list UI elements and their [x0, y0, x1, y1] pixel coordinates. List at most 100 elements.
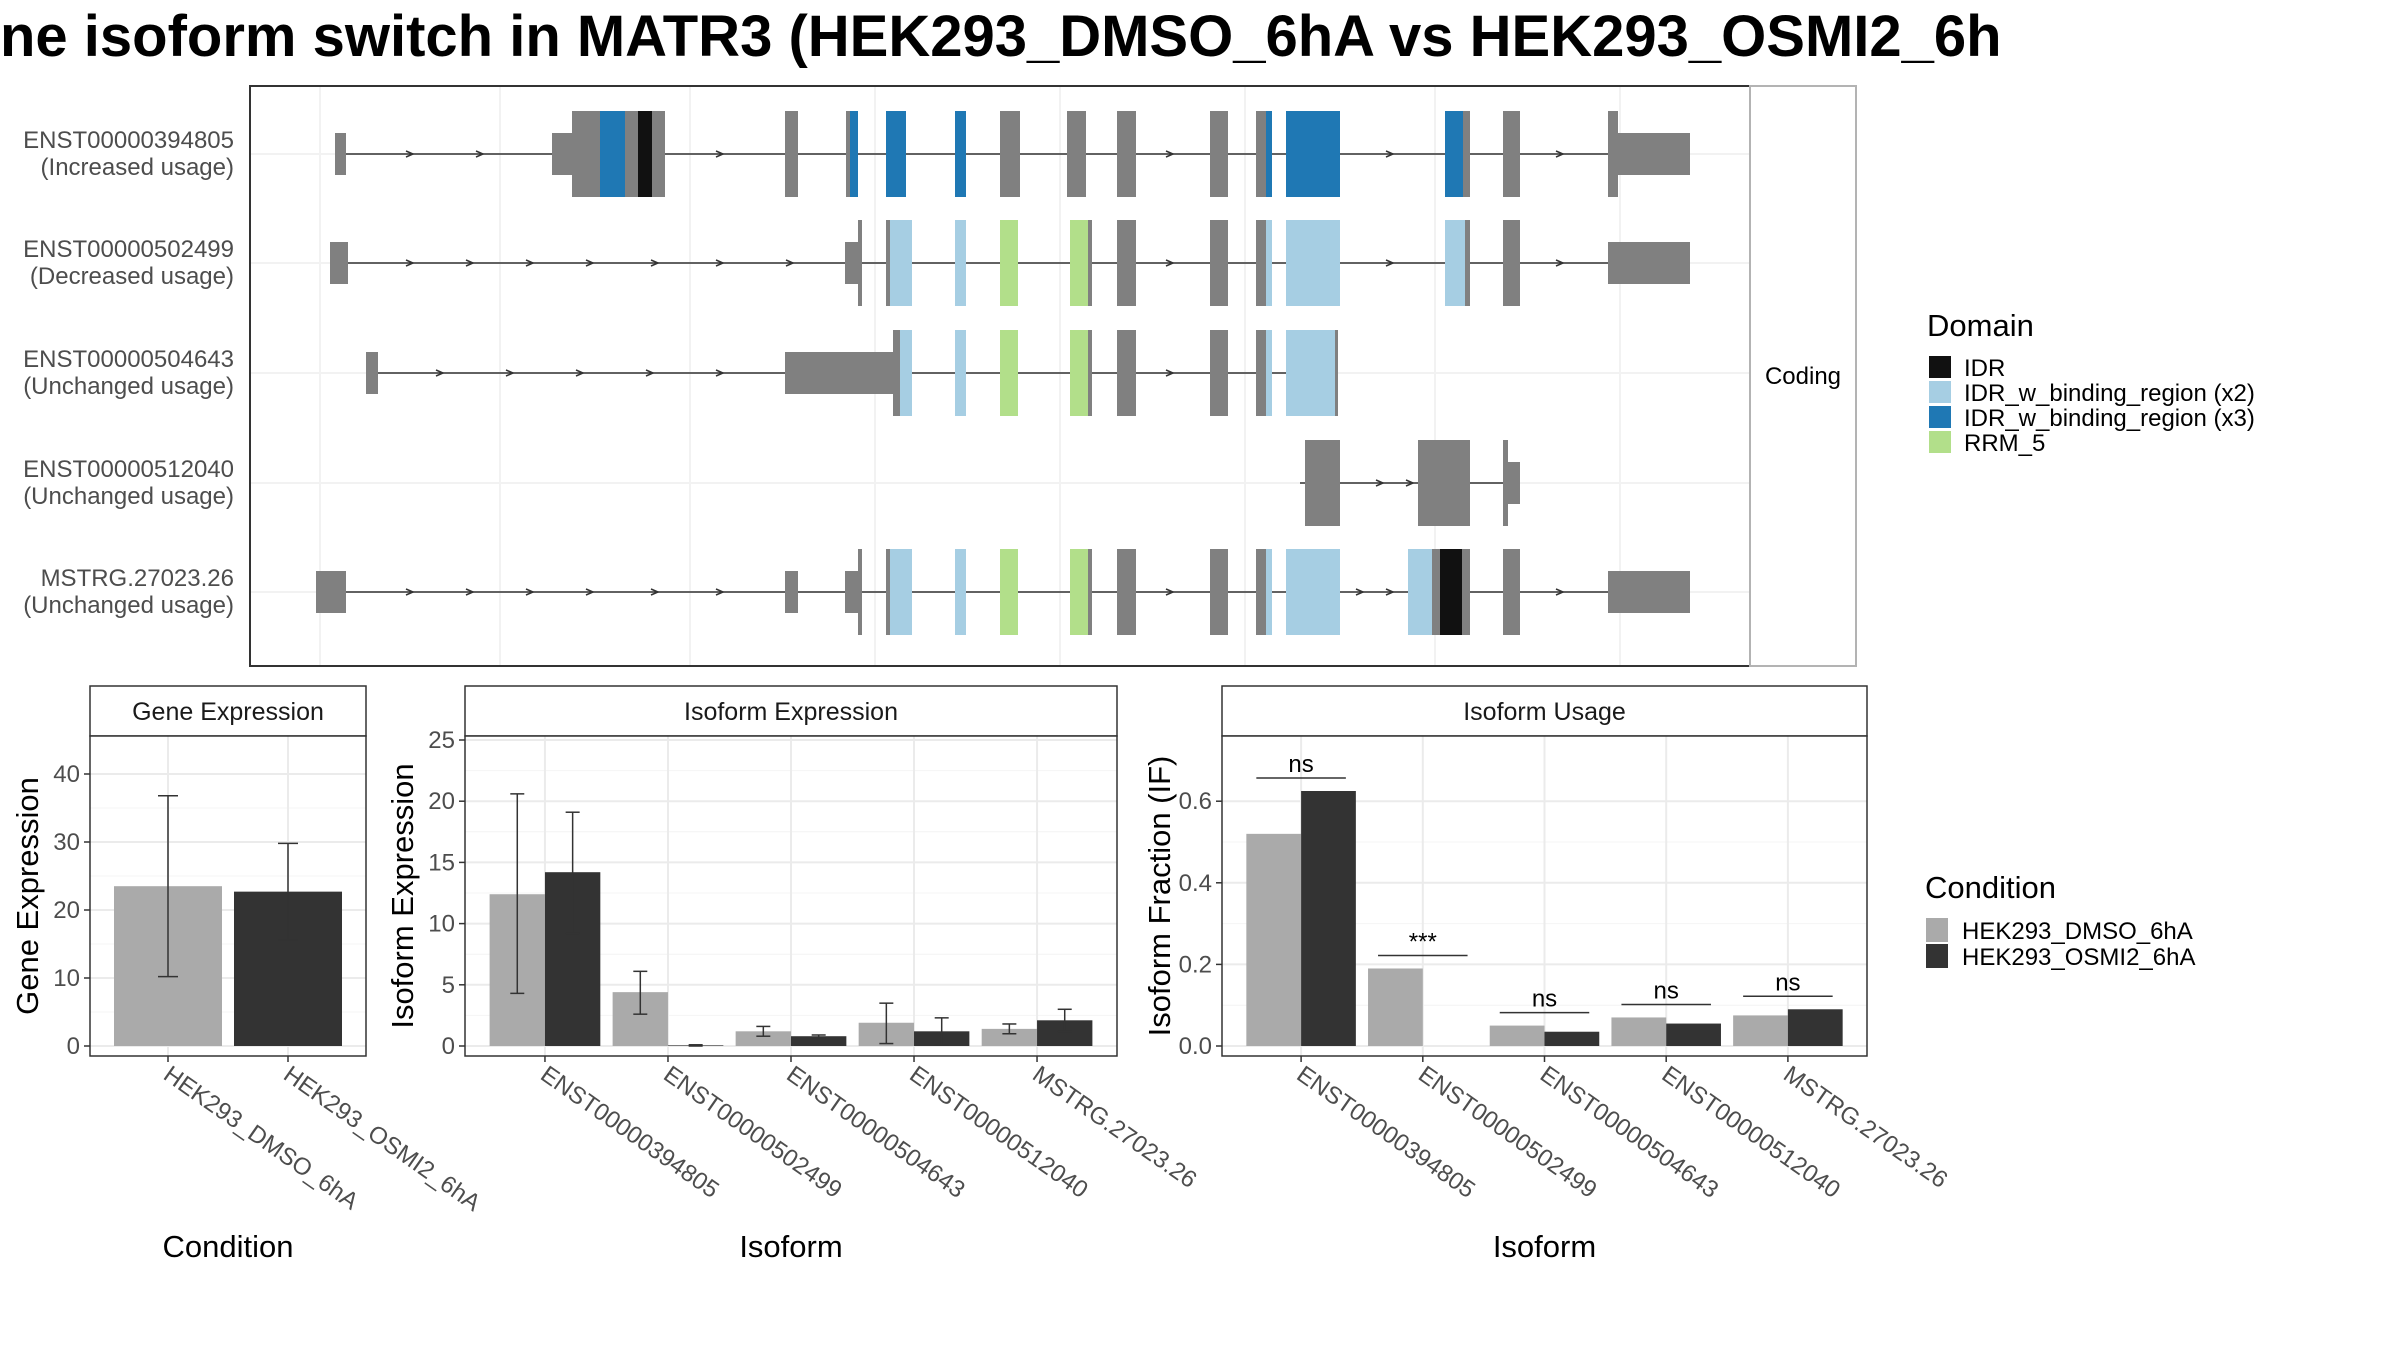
- exon-segment: [1210, 111, 1228, 197]
- direction-arrow: [525, 588, 535, 596]
- bar: [1733, 1015, 1788, 1046]
- panel-strip: [89, 685, 367, 737]
- transcript-model: [335, 111, 1690, 197]
- direction-arrow: [1555, 588, 1565, 596]
- direction-arrow: [575, 369, 585, 377]
- domain-segment: [1266, 111, 1272, 197]
- direction-arrow: [1555, 259, 1565, 267]
- domain-segment: [955, 111, 966, 197]
- significance-label: ns: [1654, 977, 1679, 1004]
- exon-segment: [1503, 440, 1508, 526]
- exon-segment: [1256, 330, 1266, 416]
- domain-segment: [638, 111, 652, 197]
- exon-segment: [1067, 111, 1086, 197]
- y-tick-label: 0: [442, 1033, 455, 1060]
- domain-segment: [850, 111, 858, 197]
- isoform-id-label: ENST00000512040: [23, 456, 234, 483]
- bar: [1611, 1017, 1667, 1046]
- isoform-id-label: MSTRG.27023.26: [41, 565, 234, 592]
- utr-segment: [845, 242, 858, 284]
- y-tick-label: 15: [428, 849, 455, 876]
- exon-segment: [1210, 549, 1228, 635]
- condition-legend: Condition HEK293_DMSO_6hAHEK293_OSMI2_6h…: [1925, 870, 2195, 971]
- exon-segment: [1117, 220, 1136, 306]
- domain-segment: [1286, 220, 1340, 306]
- bar: [1666, 1023, 1721, 1046]
- direction-arrow: [715, 150, 725, 158]
- exon-segment: [1088, 330, 1092, 416]
- direction-arrow: [585, 588, 595, 596]
- direction-arrow: [1165, 369, 1175, 377]
- direction-arrow: [505, 369, 515, 377]
- exon-segment: [858, 220, 862, 306]
- y-axis-label: Isoform Fraction (IF): [1142, 756, 1177, 1037]
- domain-segment: [1070, 549, 1088, 635]
- panel-title: Isoform Expression: [684, 698, 898, 726]
- utr-segment: [366, 352, 378, 394]
- panel-title: Gene Expression: [132, 698, 324, 726]
- condition-legend-swatch: [1926, 944, 1948, 968]
- domain-legend-swatch: [1929, 406, 1951, 428]
- domain-segment: [955, 549, 966, 635]
- y-tick-label: 5: [442, 972, 455, 999]
- direction-arrow: [1355, 588, 1365, 596]
- isoform-usage-label: (Unchanged usage): [23, 592, 234, 619]
- x-axis-label: Isoform: [1493, 1229, 1596, 1264]
- domain-segment: [1266, 330, 1272, 416]
- bar: [1246, 833, 1302, 1046]
- domain-segment: [890, 220, 912, 306]
- utr-segment: [1608, 242, 1690, 284]
- domain-segment: [1266, 549, 1272, 635]
- transcript-model: [330, 220, 1690, 306]
- direction-arrow: [785, 259, 795, 267]
- direction-arrow: [1555, 150, 1565, 158]
- utr-segment: [316, 571, 346, 613]
- exon-segment: [1256, 549, 1266, 635]
- exon-segment: [625, 111, 638, 197]
- significance-label: ns: [1288, 751, 1313, 778]
- domain-legend-label: IDR_w_binding_region (x3): [1964, 405, 2255, 432]
- exon-segment: [886, 549, 890, 635]
- plot-title: ne isoform switch in MATR3 (HEK293_DMSO_…: [0, 4, 2002, 69]
- domain-legend-swatch: [1929, 356, 1951, 378]
- direction-arrow: [405, 150, 415, 158]
- isoform-usage-label: (Unchanged usage): [23, 483, 234, 510]
- y-tick-label: 40: [53, 761, 80, 788]
- direction-arrow: [405, 588, 415, 596]
- exon-segment: [893, 330, 900, 416]
- y-tick-label: 20: [53, 897, 80, 924]
- y-tick-label: 10: [428, 911, 455, 938]
- domain-legend-swatch: [1929, 381, 1951, 403]
- exon-segment: [1316, 440, 1340, 526]
- y-tick-label: 0.4: [1179, 870, 1212, 897]
- domain-legend-label: IDR_w_binding_region (x2): [1964, 380, 2255, 407]
- exon-segment: [1117, 111, 1136, 197]
- domain-legend-title: Domain: [1927, 308, 2034, 343]
- domain-legend-swatch: [1929, 431, 1951, 453]
- direction-arrow: [650, 259, 660, 267]
- domain-segment: [1000, 330, 1018, 416]
- y-tick-label: 10: [53, 965, 80, 992]
- y-tick-label: 0.2: [1179, 951, 1212, 978]
- isoform-usage-label: (Decreased usage): [30, 263, 234, 290]
- direction-arrow: [405, 259, 415, 267]
- domain-segment: [886, 111, 906, 197]
- panel-strip: [1221, 685, 1868, 737]
- exon-segment: [886, 220, 890, 306]
- direction-arrow: [525, 259, 535, 267]
- domain-segment: [1286, 330, 1335, 416]
- bar: [1787, 1009, 1843, 1046]
- y-tick-label: 30: [53, 829, 80, 856]
- exon-segment: [1088, 549, 1092, 635]
- utr-segment: [552, 133, 572, 175]
- condition-legend-label: HEK293_DMSO_6hA: [1962, 918, 2193, 945]
- direction-arrow: [1385, 259, 1395, 267]
- exon-segment: [1503, 111, 1520, 197]
- condition-legend-label: HEK293_OSMI2_6hA: [1962, 944, 2195, 971]
- domain-segment: [1408, 549, 1432, 635]
- isoform-expression-panel: Isoform Expression0510152025ENST00000394…: [385, 685, 1202, 1264]
- panel-frame: [89, 735, 367, 1057]
